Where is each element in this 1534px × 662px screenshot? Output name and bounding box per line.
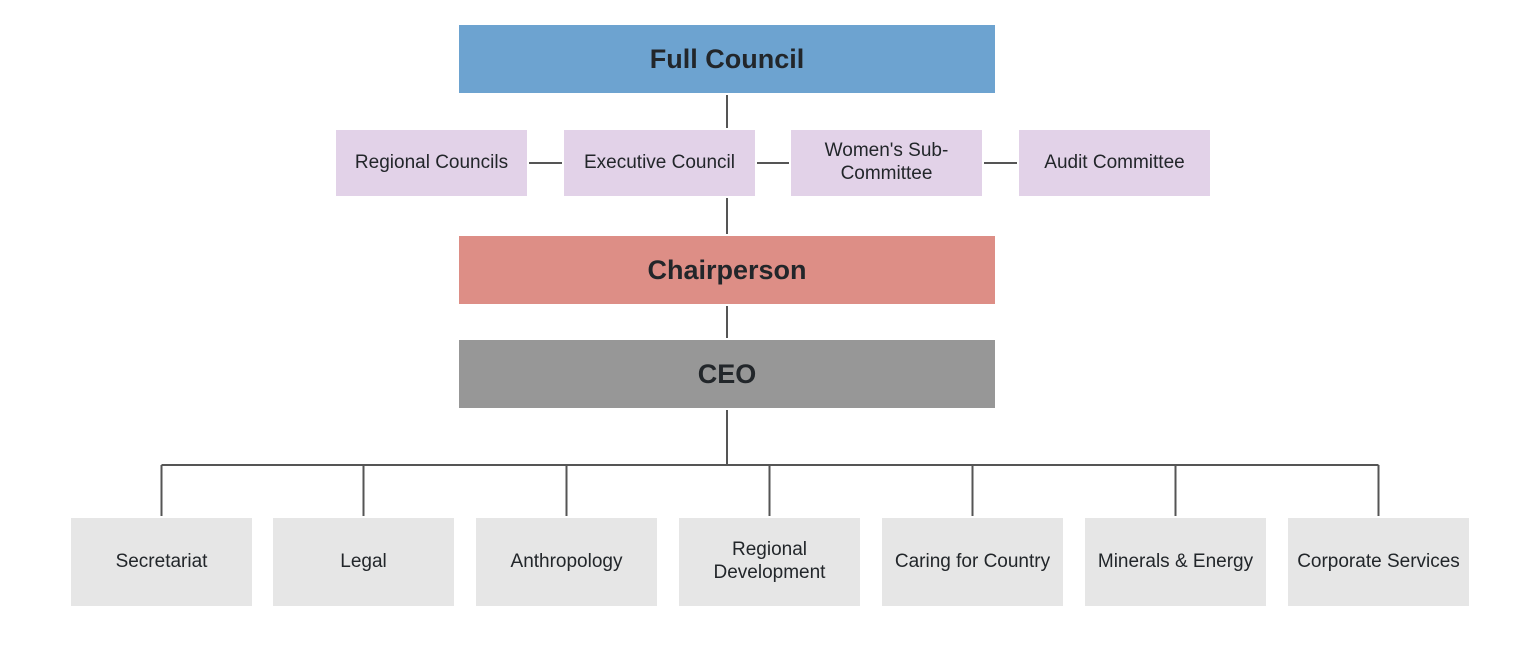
node-label: Executive Council <box>584 152 735 175</box>
node-label: Chairperson <box>647 254 806 286</box>
node-label: Secretariat <box>116 551 208 574</box>
node-label: Legal <box>340 551 387 574</box>
node-executive-council: Executive Council <box>562 128 757 198</box>
org-chart: Full Council Regional Councils Executive C… <box>0 0 1534 662</box>
node-label: Regional Councils <box>355 152 508 175</box>
node-minerals-energy: Minerals & Energy <box>1083 516 1268 608</box>
node-regional-dev: Regional Development <box>677 516 862 608</box>
node-label: Anthropology <box>511 551 623 574</box>
node-legal: Legal <box>271 516 456 608</box>
node-caring-country: Caring for Country <box>880 516 1065 608</box>
node-womens-sub: Women's Sub-Committee <box>789 128 984 198</box>
node-label: Full Council <box>650 43 805 75</box>
node-audit-committee: Audit Committee <box>1017 128 1212 198</box>
node-chairperson: Chairperson <box>457 234 997 306</box>
node-anthropology: Anthropology <box>474 516 659 608</box>
node-label: Audit Committee <box>1044 152 1184 175</box>
node-full-council: Full Council <box>457 23 997 95</box>
node-label: Minerals & Energy <box>1098 551 1253 574</box>
node-label: CEO <box>698 358 757 390</box>
node-secretariat: Secretariat <box>69 516 254 608</box>
node-regional-councils: Regional Councils <box>334 128 529 198</box>
node-label: Regional Development <box>687 539 852 585</box>
node-label: Corporate Services <box>1297 551 1460 574</box>
node-label: Caring for Country <box>895 551 1050 574</box>
node-corporate-services: Corporate Services <box>1286 516 1471 608</box>
node-label: Women's Sub-Committee <box>799 140 974 186</box>
node-ceo: CEO <box>457 338 997 410</box>
